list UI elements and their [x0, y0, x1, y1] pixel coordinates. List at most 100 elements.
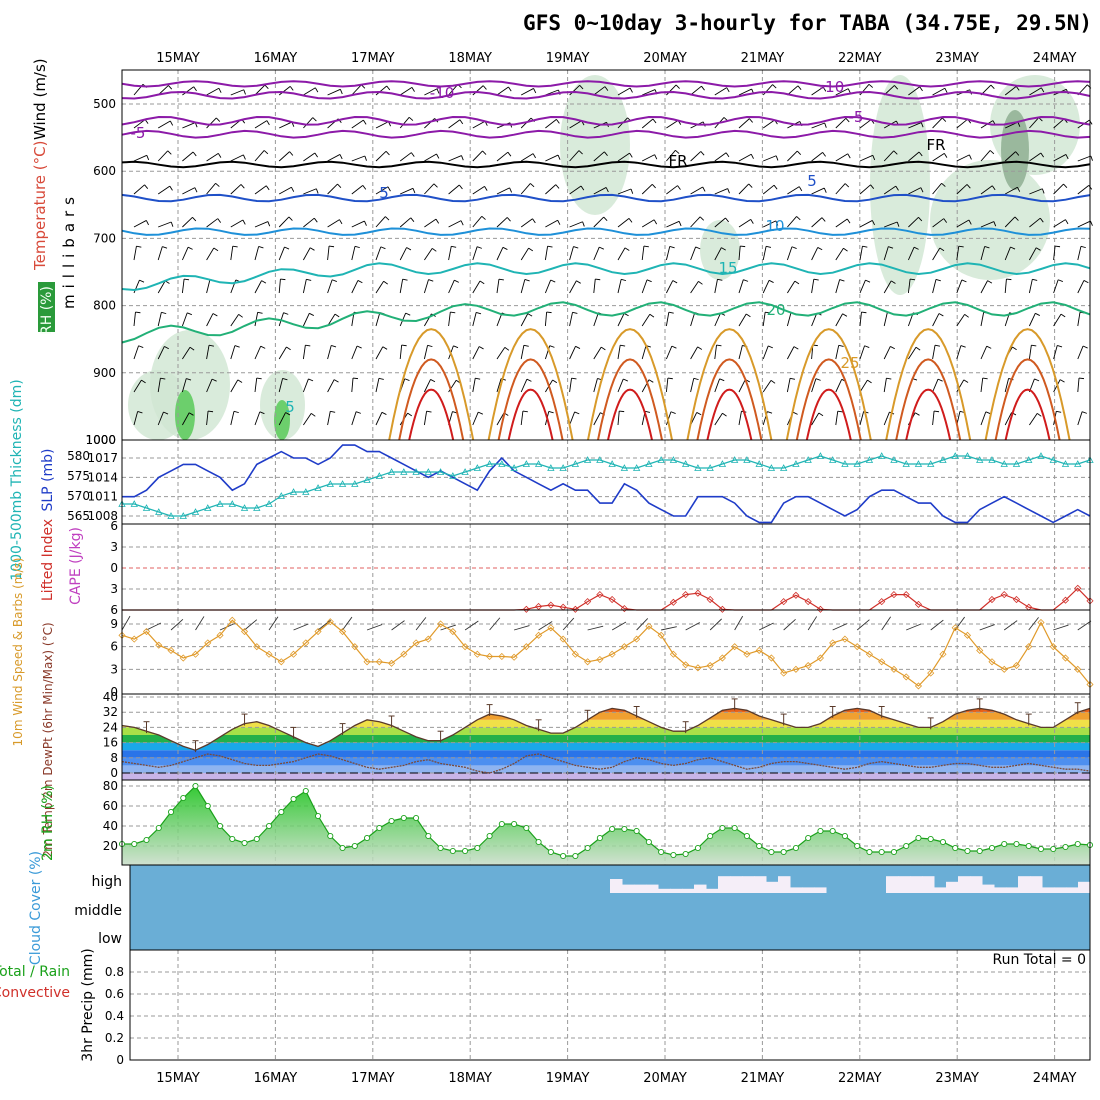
wind-barb-flag [796, 150, 802, 156]
wind-barb-flag [352, 377, 359, 380]
wind-barb [206, 313, 214, 327]
wind-barb-flag [408, 116, 414, 121]
rh-high-shading [1001, 110, 1029, 190]
wind-speed-marker [191, 650, 200, 658]
high-cloud-clear [934, 887, 947, 893]
wind-barb [423, 279, 429, 294]
wind-barb-flag [139, 279, 145, 283]
wind-barb-flag [643, 245, 649, 248]
wind-barb-flag [435, 218, 440, 224]
wind-barb-flag [479, 280, 485, 285]
wind-barb [206, 345, 210, 360]
wind-barb-flag [144, 184, 149, 189]
wind-barb-flag [546, 311, 552, 314]
rh-marker [805, 834, 812, 842]
wind-barb [714, 152, 727, 162]
wind-barb [230, 314, 240, 327]
wind-barb [496, 247, 504, 261]
wind-barb-flag [582, 221, 585, 227]
high-cloud-clear [610, 879, 623, 893]
wind-speed-marker [755, 646, 763, 655]
wind-barb-flag [768, 279, 774, 283]
wind-barb [666, 119, 679, 129]
wind-barb-flag [574, 411, 580, 415]
wind-barb-flag [603, 216, 608, 222]
wind-barb-flag [888, 246, 894, 249]
wind-barb-flag [312, 117, 317, 122]
wind-barb [278, 378, 284, 393]
wind-barb-flag [339, 154, 343, 160]
wind-barb [230, 89, 244, 96]
boundary-layer-contour [696, 358, 763, 441]
boundary-layer-contour [388, 328, 475, 441]
temperature-tick-label: 16 [103, 736, 118, 750]
wind-barb-flag [1065, 154, 1069, 160]
rh-marker [204, 802, 211, 810]
wind-speed-marker [253, 643, 261, 651]
wind-barb-flag [599, 246, 605, 250]
wind-barb-flag [451, 245, 457, 248]
boundary-layer-contour [497, 358, 564, 441]
wind10m-panel: 9 6 3 0 [110, 609, 1094, 699]
cloud-level-label: middle [74, 903, 122, 919]
wind-barb [254, 150, 265, 162]
thickness-marker [130, 500, 138, 507]
wind-barb-flag [619, 410, 625, 413]
surface-wind-barb [587, 625, 604, 631]
wind-barb-flag [458, 184, 463, 190]
wind-barb [544, 279, 552, 294]
surface-wind-barb [1053, 624, 1069, 631]
wind-barb [932, 247, 941, 261]
rh-legend-swatch [38, 282, 55, 332]
wind-speed-marker [155, 641, 163, 649]
wind-barb [375, 312, 381, 327]
wind-barb-flag [313, 217, 318, 223]
precip-tick-label: 0.8 [105, 965, 124, 979]
high-cloud-clear [970, 876, 983, 893]
wind-barb [883, 280, 892, 294]
wind-barb [665, 246, 671, 261]
millibars-label: millibars [60, 191, 78, 309]
wind-barb [617, 345, 621, 360]
wind-barb [617, 247, 626, 261]
wind-barb-flag [237, 379, 243, 383]
wind-barb-flag [363, 119, 367, 125]
thickness-marker [510, 464, 518, 471]
temperature-band [122, 735, 1090, 743]
pressure-level-label: 1000 [85, 433, 116, 447]
wind-barb-flag [700, 151, 705, 156]
wind-speed-marker [780, 669, 788, 677]
high-cloud-clear [694, 884, 707, 893]
wind-barb-flag [604, 86, 609, 91]
wind-tick-label: 9 [110, 617, 118, 631]
wind-barb-flag [651, 183, 656, 189]
wind-barb [859, 184, 871, 195]
top-date-label: 20MAY [643, 51, 687, 66]
wind-barb-flag [192, 151, 197, 157]
wind-barb [859, 345, 865, 360]
wind-barb-flag [890, 346, 895, 350]
wind-barb [811, 86, 824, 96]
wind-barb [980, 312, 985, 327]
wind-barb [859, 154, 873, 162]
wind-barb [956, 219, 970, 228]
surface-wind-barb [293, 623, 309, 631]
wind-barb-flag [717, 278, 723, 281]
wind-barb [859, 119, 872, 129]
temperature-tick-label: 0 [110, 766, 118, 780]
wind-barb [230, 379, 239, 393]
wind-barb-flag [385, 216, 390, 221]
top-date-label: 23MAY [935, 51, 979, 66]
rh-fill [122, 786, 1090, 865]
wind-barb-flag [918, 216, 923, 222]
wind-barb [762, 345, 769, 360]
wind-barb [859, 312, 862, 327]
wind-barb [158, 221, 172, 228]
wind-barb [1028, 345, 1032, 360]
thickness-tick-label: 570 [67, 489, 90, 503]
wind-barb [932, 117, 943, 129]
top-date-label: 16MAY [254, 51, 298, 66]
wind-barb-flag [450, 311, 456, 314]
rh-tick-label: 40 [103, 819, 118, 833]
high-cloud-clear [982, 884, 995, 893]
